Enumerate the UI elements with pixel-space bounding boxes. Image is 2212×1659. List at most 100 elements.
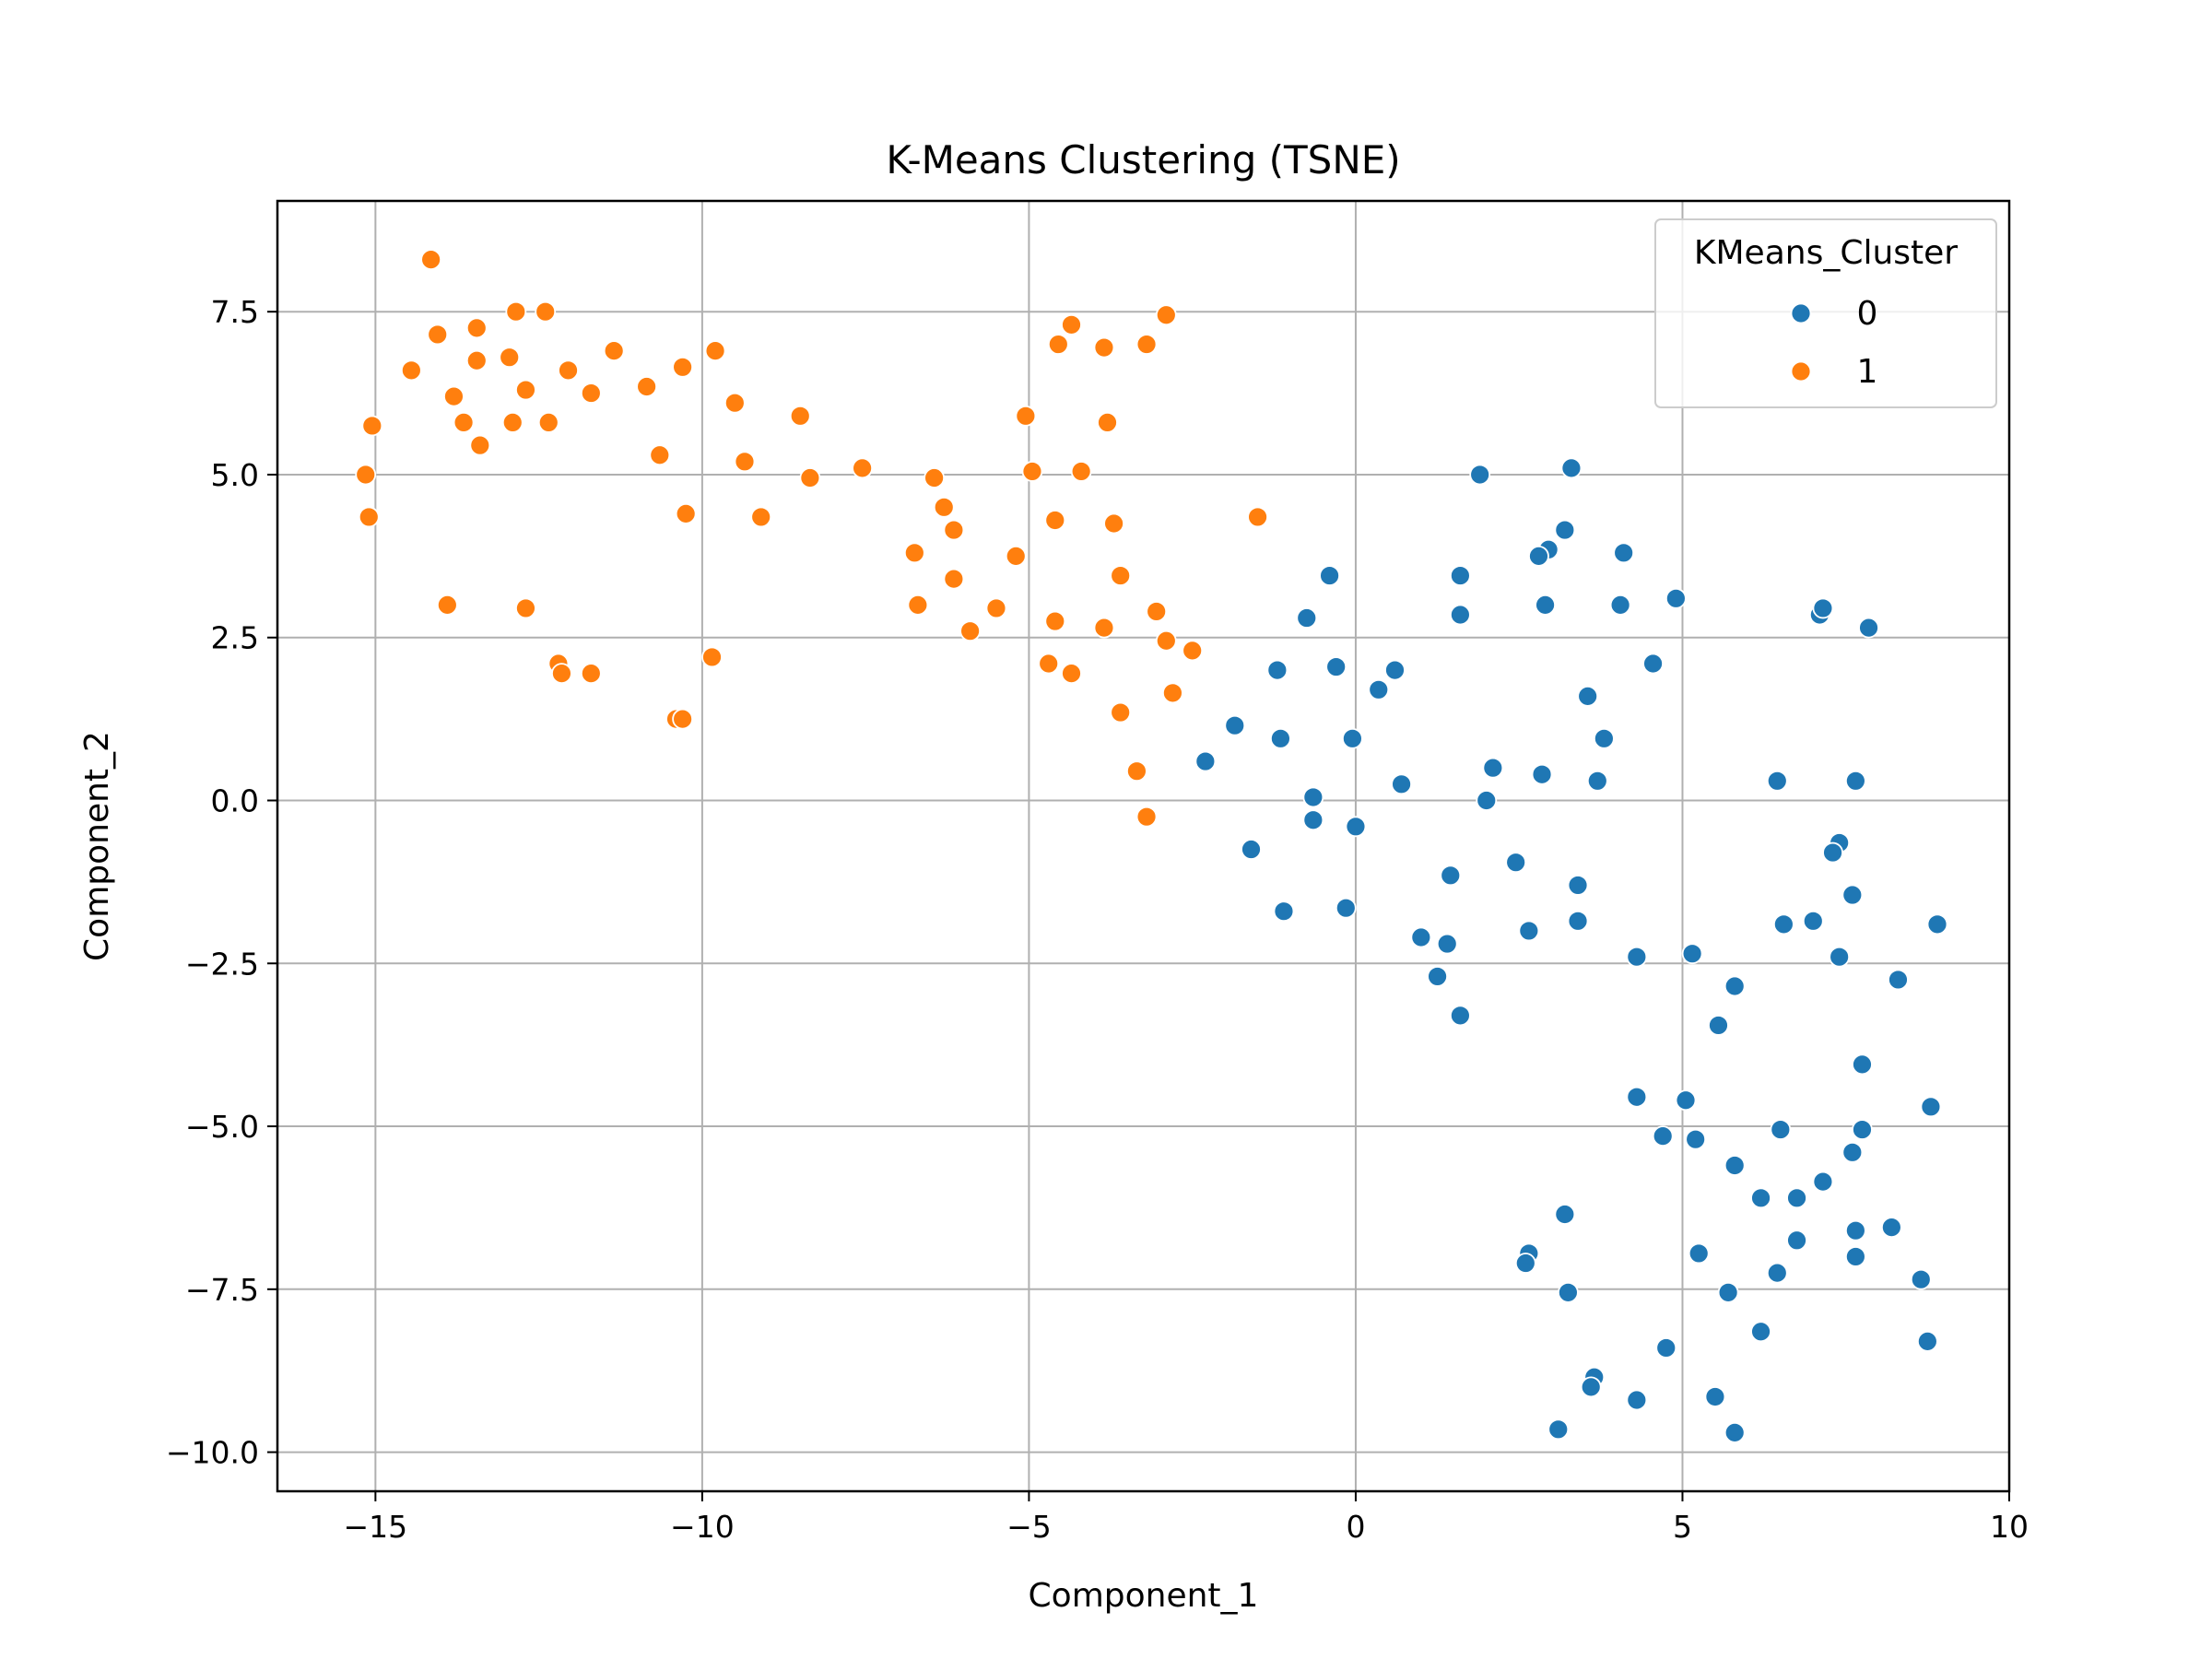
data-point [1766, 1262, 1788, 1284]
legend-entry: 1 [1790, 353, 1878, 391]
data-point [420, 249, 442, 271]
data-point [1135, 334, 1158, 355]
data-point [1103, 512, 1124, 535]
data-point [1844, 1219, 1866, 1241]
data-point [1675, 1089, 1697, 1112]
data-point [1717, 1281, 1739, 1303]
data-point [1224, 714, 1246, 736]
data-point [1061, 663, 1082, 685]
data-point [1270, 727, 1291, 749]
y-tick-label: 7.5 [211, 294, 259, 330]
data-point [852, 457, 874, 479]
data-point [1155, 304, 1177, 326]
data-point [1812, 597, 1834, 619]
data-point [1685, 1128, 1707, 1150]
data-point [1061, 313, 1082, 335]
data-point [1724, 975, 1746, 997]
data-point [701, 646, 723, 668]
data-point [1786, 1187, 1807, 1209]
data-point [551, 663, 572, 685]
data-point [1162, 682, 1183, 704]
data-point [1427, 966, 1448, 987]
data-point [1126, 760, 1147, 782]
data-point [1476, 790, 1498, 811]
x-tick-label: −5 [1006, 1509, 1052, 1545]
data-point [907, 594, 929, 616]
y-axis-label: Component_2 [78, 731, 116, 961]
data-point [1766, 770, 1788, 792]
data-point [1609, 594, 1631, 616]
data-point [1724, 1155, 1746, 1176]
legend-label: 1 [1857, 353, 1878, 391]
data-point [1155, 629, 1177, 652]
data-point [1135, 806, 1158, 828]
data-point [943, 568, 965, 590]
data-point [580, 382, 602, 404]
data-point [1557, 1281, 1579, 1303]
data-point [1345, 816, 1367, 838]
data-point [1688, 1242, 1710, 1265]
data-point [1531, 763, 1553, 785]
data-point [1325, 656, 1347, 677]
data-point [1586, 770, 1608, 792]
data-point [1888, 969, 1909, 991]
data-point [1880, 1217, 1902, 1239]
data-point [672, 356, 694, 378]
data-point [1613, 542, 1635, 564]
data-point [1302, 809, 1324, 831]
data-point [1038, 653, 1060, 675]
data-point [1841, 884, 1864, 906]
data-point [580, 663, 602, 685]
data-point [1802, 910, 1824, 932]
data-point [1093, 336, 1115, 359]
data-point [1626, 946, 1648, 968]
data-point [1110, 701, 1132, 724]
data-point [1750, 1321, 1771, 1343]
data-point [465, 349, 488, 371]
data-point [1436, 933, 1458, 955]
data-point [1772, 913, 1794, 935]
data-point [1449, 1005, 1471, 1027]
data-point [515, 597, 536, 619]
data-point [535, 300, 557, 323]
data-point [724, 392, 746, 414]
data-point [1750, 1187, 1771, 1209]
data-point [1724, 1421, 1746, 1443]
data-point [1681, 943, 1703, 965]
data-point [1852, 1053, 1873, 1076]
data-point [1273, 900, 1295, 923]
y-tick-label: −5.0 [185, 1109, 259, 1145]
data-point [1858, 617, 1879, 639]
data-point [505, 300, 527, 323]
data-point [1469, 464, 1491, 486]
data-point [1829, 946, 1851, 968]
data-point [1554, 519, 1576, 541]
data-point [1518, 920, 1540, 942]
data-point [1110, 565, 1132, 586]
legend-marker [1790, 360, 1812, 382]
data-points [355, 249, 1948, 1443]
data-point [1021, 461, 1043, 482]
data-point [358, 506, 380, 528]
data-point [465, 317, 488, 339]
data-point [515, 379, 536, 401]
data-point [1626, 1086, 1648, 1108]
data-point [1844, 1246, 1866, 1267]
y-tick-label: 0.0 [211, 783, 259, 819]
data-point [443, 385, 465, 407]
data-point [1182, 640, 1204, 662]
y-tick-label: −7.5 [185, 1272, 259, 1308]
data-point [1822, 841, 1843, 864]
data-point [1852, 1119, 1873, 1140]
data-point [1535, 594, 1556, 616]
data-point [1665, 587, 1687, 609]
data-point [1302, 786, 1324, 808]
data-point [1655, 1337, 1677, 1359]
data-point [469, 434, 491, 456]
data-point [1482, 757, 1504, 779]
x-axis-label: Component_1 [1029, 1577, 1259, 1615]
data-point [1812, 1171, 1834, 1193]
data-point [1770, 1119, 1792, 1140]
